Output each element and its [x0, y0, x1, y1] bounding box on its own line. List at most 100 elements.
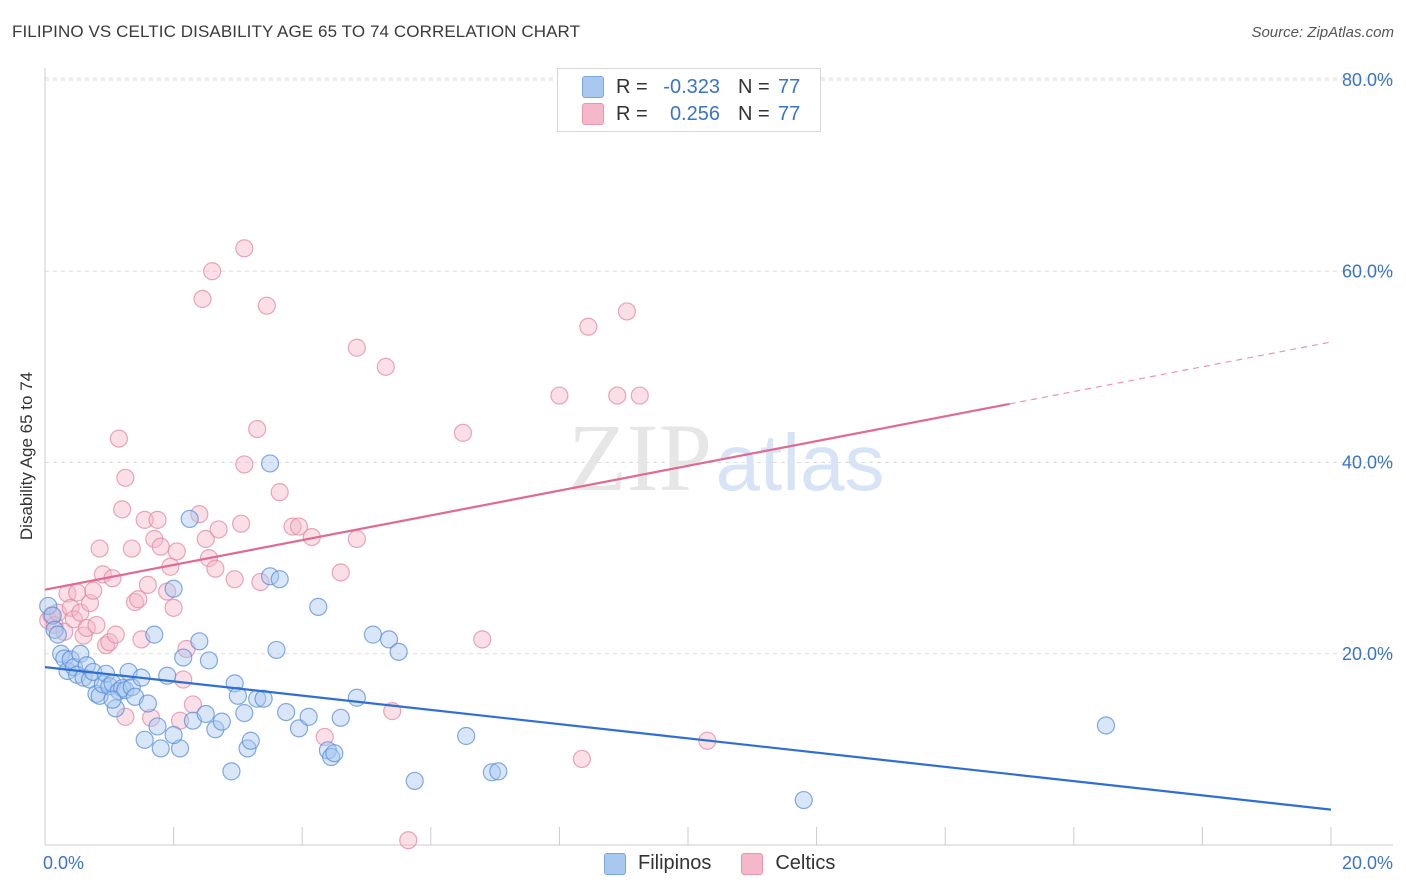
celtics-point [347, 338, 366, 357]
axes [44, 68, 1393, 846]
filipinos-point [241, 731, 260, 750]
celtics-point [61, 598, 80, 617]
filipinos-point [77, 656, 96, 675]
legend-r-label: R = [616, 75, 648, 98]
celtics-point [572, 749, 592, 769]
correlation-legend: R = -0.323 N = 77 R = 0.256 N = 77 [557, 68, 821, 132]
celtics-point [232, 514, 251, 533]
legend-item-celtics[interactable]: Celtics [741, 852, 835, 875]
watermark-zip: ZIP [568, 404, 712, 511]
celtics-point [113, 500, 132, 519]
filipinos-point [299, 707, 318, 726]
filipinos-point [174, 648, 193, 667]
y-tick-label: 40.0% [1342, 453, 1393, 473]
y-tick-label: 20.0% [1342, 644, 1393, 664]
legend-row-celtics: R = 0.256 N = 77 [582, 101, 800, 127]
legend-n-label: N = [738, 102, 770, 125]
celtics-point [151, 537, 170, 556]
legend-swatch-filipinos [604, 852, 626, 875]
celtics-point [164, 598, 183, 617]
celtics-point [109, 429, 129, 448]
celtics-point [225, 570, 244, 589]
filipinos-point [277, 702, 296, 722]
filipinos-point [164, 725, 183, 745]
trend-line-extension-celtics [1009, 341, 1332, 405]
celtics-point [453, 423, 473, 442]
filipinos-point [212, 712, 231, 731]
legend-label-filipinos: Filipinos [638, 852, 712, 874]
filipinos-point [93, 675, 112, 694]
legend-n-label: N = [738, 75, 770, 98]
filipinos-point [389, 642, 408, 661]
series-filipinos-points [39, 454, 1116, 810]
source-credit: Source: ZipAtlas.com [1251, 24, 1394, 41]
celtics-point [206, 559, 225, 578]
celtics-point [138, 575, 157, 595]
legend-row-filipinos: R = -0.323 N = 77 [582, 74, 800, 100]
filipinos-point [457, 726, 476, 746]
filipinos-point [71, 644, 90, 663]
trend-line-celtics [44, 402, 1010, 591]
filipinos-point [196, 704, 215, 724]
x-tick-label: 0.0% [43, 853, 84, 873]
celtics-point [235, 455, 254, 474]
filipinos-point [254, 689, 273, 708]
filipinos-point [148, 717, 167, 736]
filipinos-point [267, 640, 286, 660]
celtics-point [174, 670, 193, 689]
filipinos-point [482, 763, 501, 782]
filipinos-point [222, 762, 241, 781]
celtics-point [167, 542, 186, 561]
filipinos-point [270, 570, 289, 589]
filipinos-point [180, 509, 199, 529]
filipinos-point [325, 744, 344, 763]
celtics-point [617, 302, 637, 321]
filipinos-point [228, 686, 247, 705]
trend-line-filipinos [44, 666, 1332, 811]
legend-swatch-celtics [741, 852, 764, 875]
filipinos-point [235, 703, 254, 723]
legend-swatch-celtics [582, 103, 604, 125]
filipinos-point [145, 625, 164, 644]
legend-swatch-filipinos [582, 76, 604, 98]
series-celtics-points [39, 239, 717, 850]
legend-n-value: 77 [778, 75, 801, 98]
celtics-point [116, 468, 135, 487]
y-tick-label: 80.0% [1342, 70, 1393, 90]
celtics-point [125, 593, 145, 612]
y-axis-label: Disability Age 65 to 74 [17, 371, 36, 541]
celtics-point [90, 539, 109, 558]
celtics-point [331, 563, 350, 582]
celtics-point [257, 296, 276, 315]
filipinos-point [1096, 716, 1116, 735]
celtics-point [193, 289, 212, 309]
y-tick-label: 60.0% [1342, 261, 1393, 281]
legend-item-filipinos[interactable]: Filipinos [604, 852, 711, 875]
x-tick-label: 20.0% [1342, 853, 1393, 873]
filipinos-point [331, 708, 350, 727]
filipinos-point [135, 730, 154, 749]
celtics-point [106, 625, 125, 644]
celtics-point [315, 727, 334, 747]
celtics-point [608, 386, 627, 405]
celtics-point [203, 262, 222, 281]
watermark-atlas: atlas [716, 418, 885, 507]
filipinos-point [489, 762, 508, 781]
filipinos-point [260, 454, 280, 473]
celtics-point [87, 615, 106, 635]
celtics-point [196, 529, 215, 549]
celtics-point [579, 317, 598, 336]
filipinos-point [794, 790, 813, 810]
celtics-point [473, 630, 492, 649]
celtics-point [283, 517, 302, 536]
filipinos-point [122, 678, 141, 697]
celtics-point [251, 572, 270, 592]
chart-title: FILIPINO VS CELTIC DISABILITY AGE 65 TO … [12, 22, 581, 41]
celtics-point [550, 386, 569, 405]
celtics-point [630, 386, 649, 405]
filipinos-point [103, 690, 122, 709]
filipinos-point [190, 632, 209, 651]
celtics-point [376, 357, 395, 376]
celtics-point [399, 831, 418, 850]
